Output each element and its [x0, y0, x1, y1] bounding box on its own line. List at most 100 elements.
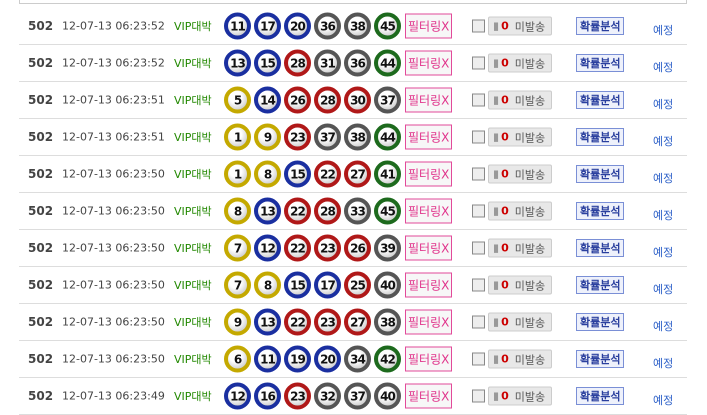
phone-icon: ▮	[493, 93, 500, 107]
top-panel-border	[19, 0, 687, 4]
row-checkbox[interactable]	[472, 93, 485, 107]
plan-link[interactable]: 예정	[653, 283, 674, 296]
send-button[interactable]: ▮ 0 미발송	[488, 164, 552, 184]
send-status: 미발송	[514, 279, 546, 292]
analysis-button[interactable]: 확률분석	[576, 239, 625, 257]
analysis-button[interactable]: 확률분석	[576, 350, 625, 368]
table-row: 502 12-07-13 06:23:50 VIP대박 9 13 22 23 27 38 …	[19, 304, 687, 341]
lotto-ball: 33	[344, 197, 371, 225]
send-button[interactable]: ▮ 0 미발송	[488, 275, 552, 295]
filter-button[interactable]: 필터링X	[405, 198, 453, 224]
lotto-ball: 22	[284, 308, 311, 336]
send-status: 미발송	[514, 57, 546, 70]
row-checkbox[interactable]	[472, 278, 485, 292]
lotto-ball: 30	[344, 86, 371, 114]
row-checkbox[interactable]	[472, 167, 485, 181]
lotto-ball: 6	[224, 345, 251, 373]
plan-link[interactable]: 예정	[653, 172, 674, 185]
plan-link[interactable]: 예정	[653, 209, 674, 222]
lotto-ball: 15	[254, 49, 281, 77]
analysis-button[interactable]: 확률분석	[576, 387, 625, 405]
send-count: 0	[501, 389, 509, 403]
analysis-button[interactable]: 확률분석	[576, 202, 625, 220]
lotto-ball: 7	[224, 234, 251, 262]
row-checkbox[interactable]	[472, 130, 485, 144]
lotto-ball: 14	[254, 86, 281, 114]
analysis-button[interactable]: 확률분석	[576, 54, 625, 72]
phone-icon: ▮	[493, 56, 500, 70]
analysis-button[interactable]: 확률분석	[576, 165, 625, 183]
send-button[interactable]: ▮ 0 미발송	[488, 386, 552, 406]
phone-icon: ▮	[493, 352, 500, 366]
row-checkbox[interactable]	[472, 19, 485, 33]
lotto-ball: 22	[284, 234, 311, 262]
filter-button[interactable]: 필터링X	[405, 235, 453, 261]
filter-button[interactable]: 필터링X	[405, 383, 453, 409]
lotto-ball: 45	[374, 197, 401, 225]
lotto-ball: 28	[284, 49, 311, 77]
filter-button[interactable]: 필터링X	[405, 309, 453, 335]
number-balls: 9 13 22 23 27 38	[224, 308, 404, 336]
analysis-button[interactable]: 확률분석	[576, 276, 625, 294]
row-checkbox[interactable]	[472, 204, 485, 218]
send-button[interactable]: ▮ 0 미발송	[488, 238, 552, 258]
plan-link[interactable]: 예정	[653, 61, 674, 74]
round-number: 502	[28, 93, 54, 107]
send-count: 0	[501, 19, 509, 33]
number-balls: 1 8 15 22 27 41	[224, 160, 404, 188]
phone-icon: ▮	[493, 130, 500, 144]
filter-button[interactable]: 필터링X	[405, 87, 453, 113]
analysis-button[interactable]: 확률분석	[576, 17, 625, 35]
row-checkbox[interactable]	[472, 56, 485, 70]
round-number: 502	[28, 278, 54, 292]
lotto-ball: 39	[374, 234, 401, 262]
type-label: VIP대박	[174, 279, 212, 292]
plan-link[interactable]: 예정	[653, 24, 674, 37]
send-button[interactable]: ▮ 0 미발송	[488, 349, 552, 369]
number-balls: 12 16 23 32 37 40	[224, 382, 404, 410]
type-label: VIP대박	[174, 205, 212, 218]
send-button[interactable]: ▮ 0 미발송	[488, 127, 552, 147]
filter-button[interactable]: 필터링X	[405, 161, 453, 187]
filter-button[interactable]: 필터링X	[405, 124, 453, 150]
lotto-ball: 31	[314, 49, 341, 77]
filter-button[interactable]: 필터링X	[405, 13, 453, 39]
send-button[interactable]: ▮ 0 미발송	[488, 312, 552, 332]
send-button[interactable]: ▮ 0 미발송	[488, 16, 552, 36]
round-number: 502	[28, 241, 54, 255]
send-button[interactable]: ▮ 0 미발송	[488, 90, 552, 110]
lotto-ball: 44	[374, 123, 401, 151]
send-count: 0	[501, 204, 509, 218]
lotto-ball: 38	[344, 12, 371, 40]
analysis-button[interactable]: 확률분석	[576, 313, 625, 331]
timestamp: 12-07-13 06:23:51	[62, 93, 165, 107]
plan-link[interactable]: 예정	[653, 320, 674, 333]
send-button[interactable]: ▮ 0 미발송	[488, 53, 552, 73]
plan-link[interactable]: 예정	[653, 135, 674, 148]
analysis-button[interactable]: 확률분석	[576, 128, 625, 146]
phone-icon: ▮	[493, 204, 500, 218]
plan-link[interactable]: 예정	[653, 357, 674, 370]
lotto-ball: 1	[224, 160, 251, 188]
row-checkbox[interactable]	[472, 352, 485, 366]
send-button[interactable]: ▮ 0 미발송	[488, 201, 552, 221]
lotto-ball: 23	[314, 308, 341, 336]
plan-link[interactable]: 예정	[653, 246, 674, 259]
plan-link[interactable]: 예정	[653, 98, 674, 111]
lotto-ball: 36	[344, 49, 371, 77]
table-row: 502 12-07-13 06:23:51 VIP대박 5 14 26 28 30 37 …	[19, 82, 687, 119]
plan-link[interactable]: 예정	[653, 394, 674, 407]
filter-button[interactable]: 필터링X	[405, 346, 453, 372]
filter-button[interactable]: 필터링X	[405, 272, 453, 298]
row-checkbox[interactable]	[472, 241, 485, 255]
analysis-button[interactable]: 확률분석	[576, 91, 625, 109]
filter-button[interactable]: 필터링X	[405, 50, 453, 76]
send-count: 0	[501, 278, 509, 292]
type-label: VIP대박	[174, 316, 212, 329]
send-count: 0	[501, 241, 509, 255]
timestamp: 12-07-13 06:23:50	[62, 352, 165, 366]
lotto-ball: 37	[374, 86, 401, 114]
row-checkbox[interactable]	[472, 389, 485, 403]
lotto-ball: 36	[314, 12, 341, 40]
row-checkbox[interactable]	[472, 315, 485, 329]
